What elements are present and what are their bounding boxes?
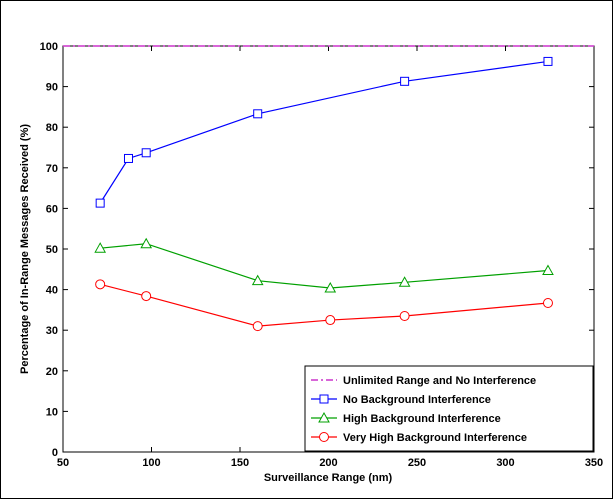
- y-tick-label: 10: [46, 406, 58, 418]
- legend-entry: Unlimited Range and No Interference: [311, 375, 536, 387]
- data-point: [400, 76, 410, 86]
- x-tick-label: 200: [319, 457, 337, 469]
- x-tick-label: 300: [496, 457, 514, 469]
- data-point: [252, 321, 263, 332]
- series-line: [100, 243, 549, 289]
- data-point: [141, 148, 151, 158]
- legend: Unlimited Range and No Interference No Ba…: [304, 365, 594, 452]
- y-tick-label: 30: [46, 325, 58, 337]
- data-point: [543, 56, 553, 66]
- series-circle: [95, 279, 553, 332]
- legend-label: High Background Interference: [343, 413, 501, 425]
- data-point: [399, 310, 410, 321]
- data-point: [95, 279, 106, 290]
- legend-label: Unlimited Range and No Interference: [343, 375, 536, 387]
- series-line: [100, 283, 549, 327]
- y-tick-label: 60: [46, 203, 58, 215]
- x-tick-label: 350: [585, 457, 603, 469]
- data-point: [94, 242, 107, 253]
- legend-box: [304, 365, 594, 452]
- data-point: [141, 291, 152, 302]
- x-tick-label: 50: [57, 457, 69, 469]
- data-point: [542, 297, 553, 308]
- legend-marker: [319, 432, 329, 442]
- y-tick-label: 90: [46, 82, 58, 94]
- data-point: [398, 276, 411, 287]
- legend-marker: [319, 394, 329, 404]
- legend-label: No Background Interference: [343, 394, 491, 406]
- data-point: [251, 274, 264, 286]
- legend-entry: No Background Interference: [311, 394, 491, 406]
- y-tick-label: 80: [46, 122, 58, 134]
- series-line: [99, 60, 549, 204]
- x-axis-label: Surveillance Range (nm): [264, 472, 393, 484]
- y-tick-label: 20: [46, 366, 58, 378]
- data-point: [253, 109, 263, 119]
- legend-marker: [318, 411, 330, 423]
- y-axis-label: Percentage of In-Range Messages Received…: [19, 124, 31, 374]
- y-tick-label: 0: [52, 447, 58, 459]
- y-tick-label: 50: [46, 244, 58, 256]
- legend-entry: Very High Background Interference: [311, 432, 527, 444]
- y-tick-label: 100: [40, 41, 58, 53]
- y-tick-label: 40: [46, 285, 58, 297]
- data-point: [123, 153, 133, 163]
- legend-entry: High Background Interference: [311, 411, 501, 425]
- data-point: [324, 281, 337, 293]
- x-tick-label: 250: [408, 457, 426, 469]
- data-point: [325, 315, 336, 326]
- x-tick-label: 150: [231, 457, 249, 469]
- data-point: [140, 237, 153, 249]
- data-point: [95, 198, 105, 208]
- series-triangle: [94, 237, 554, 293]
- data-point: [542, 264, 554, 276]
- series-square: [95, 56, 553, 208]
- y-tick-label: 70: [46, 163, 58, 175]
- x-tick-label: 100: [142, 457, 160, 469]
- legend-label: Very High Background Interference: [343, 432, 527, 444]
